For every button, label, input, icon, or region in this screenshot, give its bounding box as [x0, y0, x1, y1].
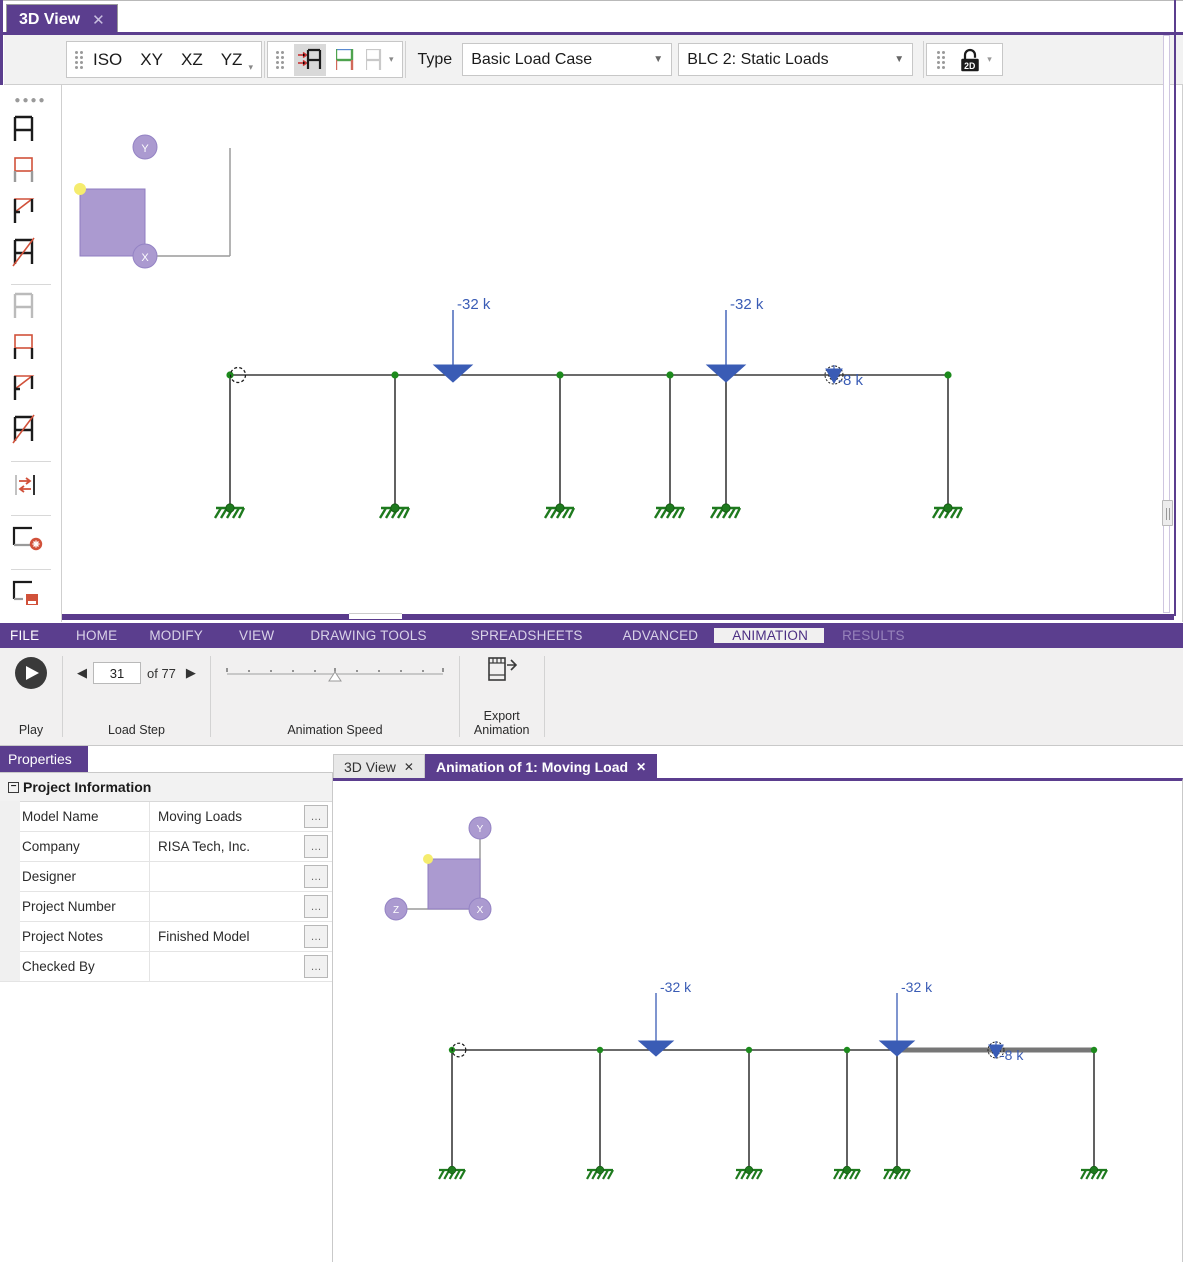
svg-text:-32 k: -32 k [901, 979, 933, 995]
svg-text:-32 k: -32 k [660, 979, 692, 995]
svg-text:-8 k: -8 k [1000, 1047, 1024, 1063]
svg-text:2D: 2D [964, 60, 975, 70]
